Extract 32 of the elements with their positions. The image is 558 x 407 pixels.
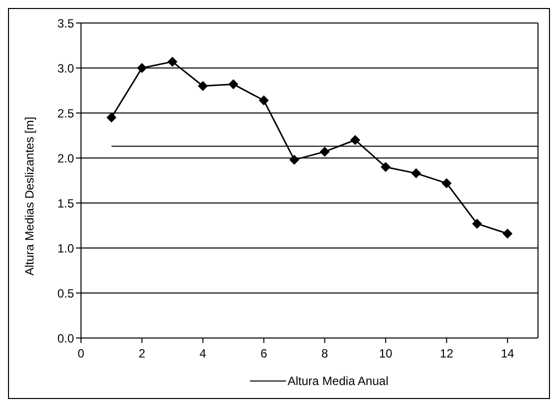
- y-tick-label: 1.0: [57, 241, 74, 256]
- point: [258, 95, 269, 106]
- x-tick-label: 10: [378, 346, 393, 361]
- y-tick-label: 3.5: [57, 16, 74, 30]
- point: [350, 135, 360, 145]
- x-tick-label: 0: [78, 346, 85, 361]
- point: [411, 168, 422, 178]
- x-tick-label: 14: [500, 346, 515, 361]
- y-tick-label: 0.0: [57, 331, 74, 346]
- y-tick-label: 2.5: [57, 106, 74, 120]
- point: [167, 56, 178, 67]
- point: [228, 79, 238, 90]
- y-tick-label: 3.0: [57, 61, 74, 76]
- point: [502, 228, 513, 239]
- y-tick-label: 2.0: [57, 151, 74, 166]
- legend-label: Altura Media Anual: [286, 374, 388, 388]
- point: [198, 81, 208, 91]
- point: [472, 218, 482, 229]
- x-tick-label: 6: [260, 346, 268, 361]
- point: [442, 178, 452, 188]
- y-tick-label: 0.5: [57, 286, 74, 300]
- y-tick-label: 1.5: [57, 196, 74, 210]
- x-tick-label: 12: [440, 346, 454, 361]
- point: [320, 146, 330, 157]
- point: [136, 63, 147, 73]
- y-axis-title: Altura Medias Deslizantes [m]: [22, 116, 36, 276]
- point: [106, 112, 116, 122]
- x-tick-label: 2: [138, 346, 146, 361]
- point: [380, 162, 391, 172]
- x-tick-label: 8: [321, 346, 328, 361]
- point: [289, 154, 300, 165]
- x-tick-label: 4: [200, 346, 207, 361]
